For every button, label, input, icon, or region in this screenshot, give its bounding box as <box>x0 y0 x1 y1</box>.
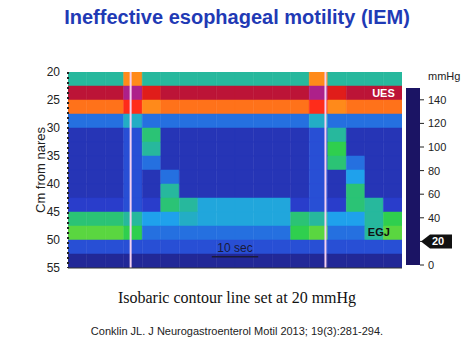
svg-text:55: 55 <box>47 261 61 275</box>
svg-text:120: 120 <box>428 117 446 129</box>
svg-text:10 sec: 10 sec <box>217 241 252 255</box>
svg-text:40: 40 <box>47 177 61 191</box>
svg-text:0: 0 <box>428 259 434 271</box>
svg-text:35: 35 <box>47 149 61 163</box>
svg-text:30: 30 <box>47 121 61 135</box>
svg-text:40: 40 <box>428 212 440 224</box>
svg-text:mmHg: mmHg <box>428 70 460 82</box>
html-text:Ineffective esophageal motilit: Ineffective esophageal motility (IEM) <box>64 6 410 28</box>
html-text:Isobaric contour line set at 2: Isobaric contour line set at 20 mmHg <box>117 289 357 306</box>
svg-text:45: 45 <box>47 205 61 219</box>
svg-text:60: 60 <box>428 188 440 200</box>
svg-text:80: 80 <box>428 165 440 177</box>
svg-text:25: 25 <box>47 93 61 107</box>
html-text:Conklin JL. J Neurogastroenter: Conklin JL. J Neurogastroenterol Motil 2… <box>90 325 384 337</box>
svg-text:140: 140 <box>428 94 446 106</box>
svg-text:50: 50 <box>47 233 61 247</box>
html-text:Cm from nares: Cm from nares <box>32 127 48 213</box>
svg-text:20: 20 <box>432 235 444 247</box>
svg-text:EGJ: EGJ <box>368 226 390 238</box>
svg-text:UES: UES <box>372 87 395 99</box>
svg-text:20: 20 <box>47 65 61 79</box>
svg-text:100: 100 <box>428 141 446 153</box>
